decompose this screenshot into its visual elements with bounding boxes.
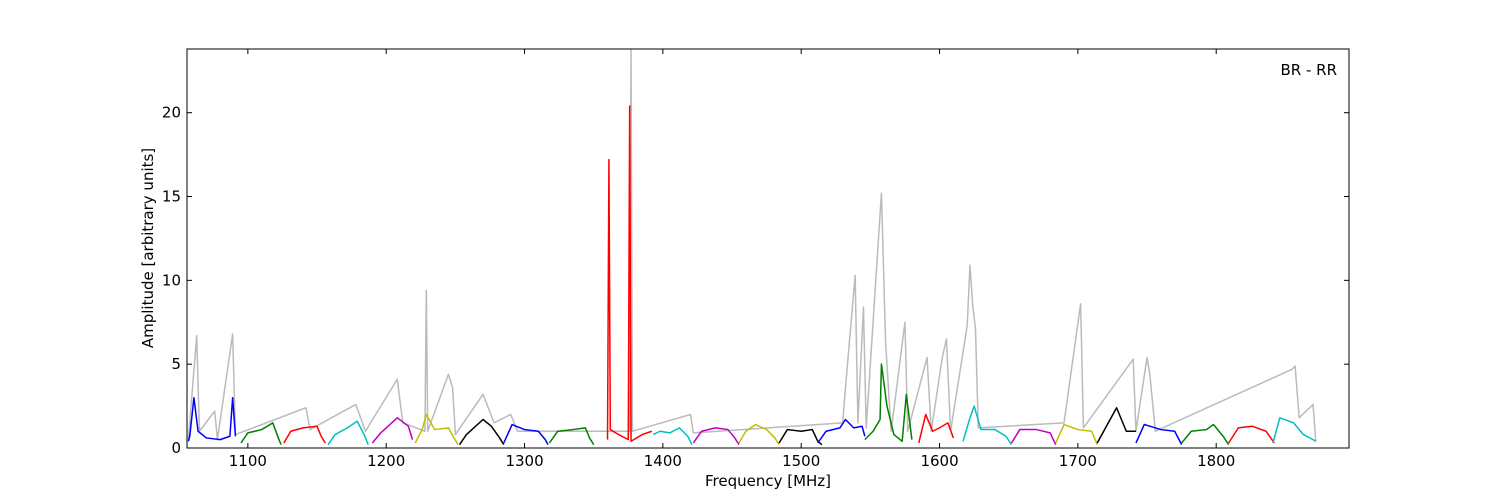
x-axis-label: Frequency [MHz] xyxy=(705,472,831,490)
series-line xyxy=(548,427,595,446)
x-tick-label: 1100 xyxy=(229,452,267,470)
x-tick-label: 1200 xyxy=(367,452,405,470)
series-line xyxy=(962,405,1013,446)
series-line xyxy=(1228,425,1275,444)
series-line xyxy=(606,105,653,443)
series-line xyxy=(652,427,693,445)
series-line xyxy=(778,428,823,446)
y-tick-label: 5 xyxy=(171,355,181,373)
y-tick-label: 20 xyxy=(162,104,181,122)
series-line xyxy=(692,427,740,446)
series-line xyxy=(187,49,1317,442)
plot-area xyxy=(187,49,1317,446)
series-line xyxy=(1010,428,1057,445)
series-line xyxy=(1272,417,1317,444)
y-tick-label: 10 xyxy=(162,271,181,289)
x-tick-label: 1500 xyxy=(782,452,820,470)
series-line xyxy=(458,418,505,446)
series-line xyxy=(187,396,237,442)
series-line xyxy=(1181,423,1230,446)
annotation: BR - RR xyxy=(1280,61,1337,79)
x-tick-label: 1300 xyxy=(505,452,543,470)
x-tick-label: 1800 xyxy=(1197,452,1235,470)
series-line xyxy=(1096,407,1136,444)
x-tick-label: 1700 xyxy=(1059,452,1097,470)
series-line xyxy=(503,423,549,446)
series-line xyxy=(327,420,369,446)
y-tick-label: 15 xyxy=(162,188,181,206)
axes-frame xyxy=(186,48,1350,449)
x-tick-label: 1600 xyxy=(920,452,958,470)
y-axis-label: Amplitude [arbitrary units] xyxy=(139,148,157,348)
series-line xyxy=(738,423,780,446)
x-tick-label: 1400 xyxy=(644,452,682,470)
series-line xyxy=(817,418,866,444)
series-line xyxy=(1135,423,1183,445)
series-line xyxy=(414,413,459,446)
y-tick-label: 0 xyxy=(171,439,181,457)
series-line xyxy=(1055,423,1098,445)
series-line xyxy=(240,422,282,445)
series-line xyxy=(371,417,414,444)
series-line xyxy=(864,363,913,443)
series-line xyxy=(918,413,955,444)
series-line xyxy=(283,425,326,444)
